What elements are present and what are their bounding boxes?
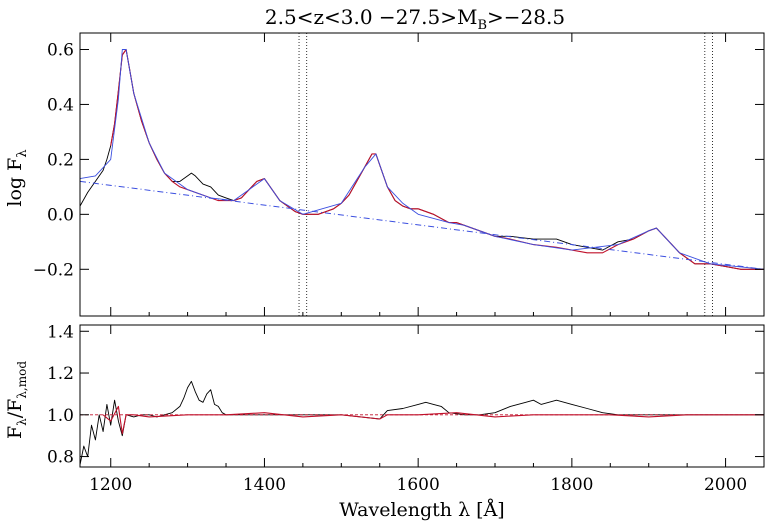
x-tick-label: 1400 [243,475,286,495]
top-panel: −0.2 0.0 0.2 0.4 0.6 log Fλ [4,32,765,317]
observed-spectrum-line [79,49,764,270]
bottom-plot-frame [79,324,765,468]
model-ratio-line [102,405,764,435]
top-series-group [79,48,765,270]
x-axis-ticks: 1200 1400 1600 1800 2000 [89,33,765,495]
bottom-y-axis-label: Fλ/Fλ,mod [4,361,29,439]
x-tick-label: 1600 [397,475,440,495]
bottom-y-tick-label: 1.4 [47,322,74,342]
chart-title: 2.5<z<3.0 −27.5>MB>−28.5 [265,5,565,33]
component-fit-line [79,49,765,270]
top-vertical-markers [298,33,713,316]
observed-ratio-line [79,380,764,465]
top-y-tick-label: 0.2 [47,150,74,170]
top-y-tick-label: −0.2 [33,260,74,280]
top-plot-frame [79,32,765,317]
bottom-y-tick-label: 1.0 [47,406,74,426]
x-tick-label: 2000 [704,475,747,495]
x-tick-label: 1800 [550,475,593,495]
bottom-y-ticks: 0.8 1.0 1.2 1.4 [47,322,764,468]
top-y-tick-label: 0.6 [47,40,74,60]
continuum-line [79,180,765,270]
bottom-y-tick-label: 0.8 [47,448,74,468]
top-y-axis-label: log Fλ [4,149,30,206]
x-tick-label: 1200 [89,475,132,495]
top-y-tick-label: 0.4 [47,95,74,115]
bottom-series-group [79,380,764,465]
model-fit-line [110,48,764,270]
top-y-ticks: −0.2 0.0 0.2 0.4 0.6 [33,40,764,280]
top-y-tick-label: 0.0 [47,205,74,225]
bottom-panel: 0.8 1.0 1.2 1.4 Fλ/Fλ,mod [4,322,765,468]
bottom-y-tick-label: 1.2 [47,364,74,384]
x-axis-label: Wavelength λ [Å] [339,499,504,521]
